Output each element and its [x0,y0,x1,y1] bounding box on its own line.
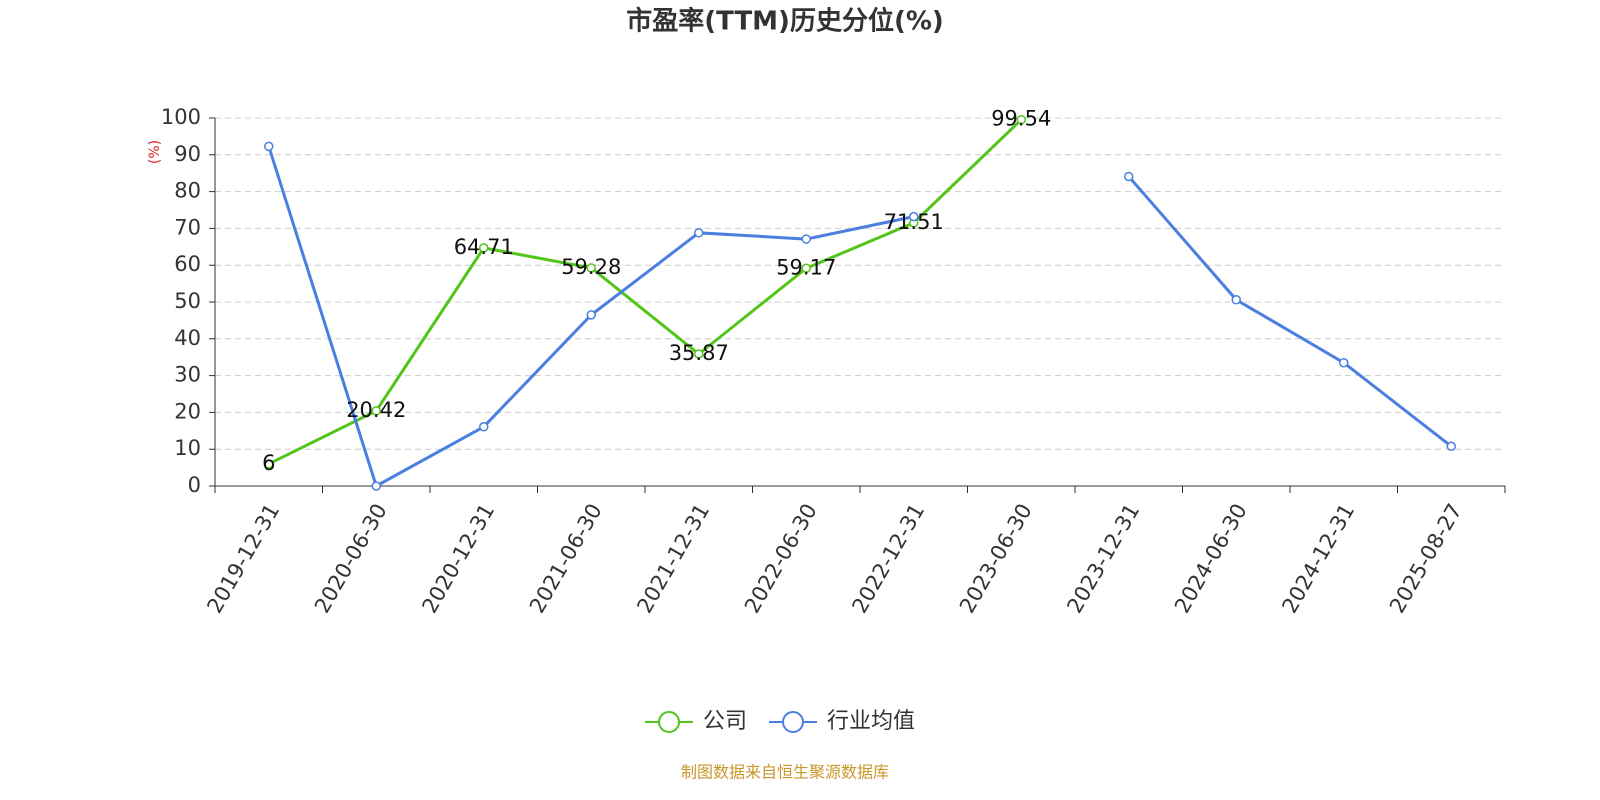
y-tick-label: 0 [188,473,201,497]
legend-label: 行业均值 [827,709,915,734]
x-tick-label: 2024-12-31 [1277,500,1359,618]
data-label: 99.54 [991,107,1051,131]
point [586,310,596,320]
point [479,422,489,432]
y-tick-label: 10 [174,436,201,460]
y-tick-label: 20 [174,399,201,423]
legend-marker [782,711,805,733]
legend-marker [658,711,680,733]
point [909,211,919,222]
x-tick-label: 2025-08-27 [1385,500,1467,618]
point [586,263,596,273]
point [1339,357,1349,368]
x-tick-label: 2020-06-30 [310,500,392,618]
y-tick-label: 80 [174,179,201,203]
x-tick-label: 2022-12-31 [847,500,929,618]
data-label: 71.51 [884,210,944,234]
data-label: 6 [262,451,275,475]
source-note: 制图数据来自恒生聚源数据库 [681,763,889,782]
series-line [268,118,1023,466]
point [371,406,381,416]
point [264,141,274,152]
series-line [267,145,1453,489]
x-tick-label: 2020-12-31 [417,500,499,618]
point [1124,171,1134,182]
point [801,263,811,274]
y-tick-label: 90 [174,142,201,166]
x-tick-label: 2021-12-31 [632,500,714,618]
point [1231,295,1241,305]
chart-title: 市盈率(TTM)历史分位(%) [626,6,944,37]
point [264,459,274,469]
point [479,243,489,253]
data-label: 20.42 [346,398,406,422]
y-axis-label: (%) [147,140,163,164]
x-tick-label: 2023-12-31 [1062,500,1144,618]
y-tick-label: 60 [174,252,201,276]
x-tick-label: 2024-06-30 [1170,500,1252,618]
y-tick-label: 70 [174,215,201,239]
point [1016,114,1026,125]
data-label: 59.28 [561,255,621,279]
x-tick-label: 2023-06-30 [955,500,1037,618]
x-tick-label: 2019-12-31 [202,500,284,618]
y-tick-label: 40 [174,326,201,350]
point [371,481,381,491]
x-tick-label: 2021-06-30 [525,500,607,618]
data-label: 35.87 [669,341,729,365]
legend-label: 公司 [703,709,747,734]
x-tick-label: 2022-06-30 [740,500,822,618]
y-tick-label: 50 [174,289,201,313]
y-tick-label: 30 [174,363,201,387]
point [694,228,704,238]
data-label: 64.71 [454,235,514,259]
y-tick-label: 100 [161,105,201,129]
point [801,234,811,244]
point [1446,441,1456,452]
data-label: 59.17 [776,255,836,279]
point [694,349,704,359]
